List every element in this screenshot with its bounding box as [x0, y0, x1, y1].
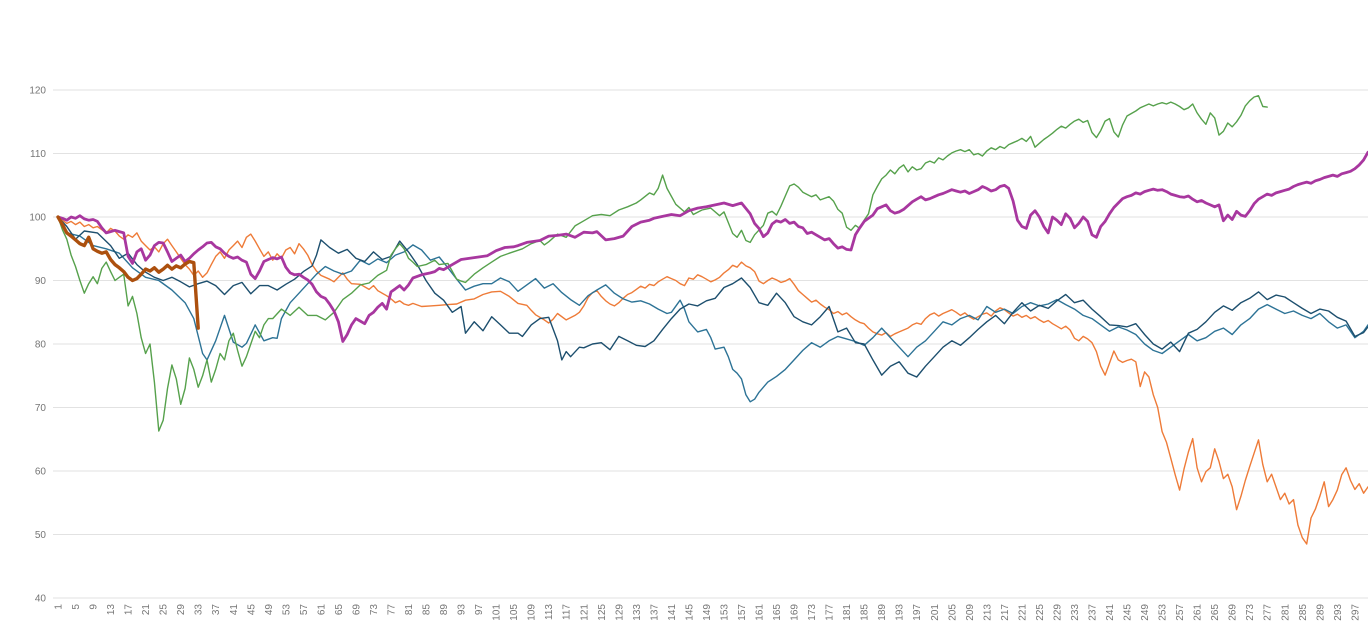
- x-axis-tick-label: 9: [89, 604, 100, 610]
- x-axis-tick-label: 133: [632, 604, 643, 621]
- x-axis-tick-label: 149: [702, 604, 713, 621]
- series-line-orange-series: [57, 216, 1368, 545]
- x-axis-tick-label: 157: [737, 604, 748, 621]
- x-axis-tick-label: 73: [369, 604, 380, 616]
- x-axis-tick-label: 69: [351, 604, 362, 616]
- x-axis-tick-label: 53: [281, 604, 292, 616]
- x-axis-tick-label: 265: [1210, 604, 1221, 621]
- x-axis-tick-label: 65: [334, 604, 345, 616]
- x-axis-tick-label: 165: [772, 604, 783, 621]
- x-axis-tick-label: 161: [755, 604, 766, 621]
- y-axis-tick-label: 60: [35, 467, 47, 478]
- x-axis-tick-label: 197: [912, 604, 923, 621]
- x-axis-tick-label: 289: [1315, 604, 1326, 621]
- x-axis-tick-label: 177: [825, 604, 836, 621]
- x-axis-tick-label: 221: [1017, 604, 1028, 621]
- y-axis-tick-label: 70: [35, 403, 47, 414]
- series-line-brown-series: [56, 215, 200, 330]
- x-axis-tick-label: 261: [1193, 604, 1204, 621]
- x-axis-tick-label: 85: [422, 604, 433, 616]
- x-axis-tick-label: 173: [807, 604, 818, 621]
- x-axis-tick-label: 193: [895, 604, 906, 621]
- x-axis-tick-label: 249: [1140, 604, 1151, 621]
- y-axis-tick-label: 90: [35, 276, 47, 287]
- x-axis-tick-label: 117: [562, 604, 573, 620]
- x-axis-tick-label: 189: [877, 604, 888, 621]
- x-axis-tick-label: 45: [246, 604, 257, 616]
- x-axis-tick-label: 293: [1333, 604, 1344, 621]
- x-axis-tick-label: 153: [719, 604, 730, 621]
- x-axis-tick-label: 225: [1035, 604, 1046, 621]
- x-axis-tick-label: 17: [124, 604, 135, 616]
- x-axis-tick-label: 81: [404, 604, 415, 616]
- x-axis-tick-label: 241: [1105, 604, 1116, 621]
- x-axis-tick-label: 273: [1245, 604, 1256, 621]
- x-axis-tick-label: 5: [71, 604, 82, 610]
- x-axis-tick-label: 25: [159, 604, 170, 616]
- x-axis-tick-label: 229: [1052, 604, 1063, 621]
- x-axis-tick-label: 97: [474, 604, 485, 616]
- x-axis-tick-label: 37: [211, 604, 222, 616]
- x-axis-tick-label: 233: [1070, 604, 1081, 621]
- x-axis-tick-label: 269: [1228, 604, 1239, 621]
- x-axis-tick-label: 237: [1087, 604, 1098, 621]
- y-axis-tick-label: 120: [29, 86, 46, 97]
- x-axis-tick-label: 125: [597, 604, 608, 621]
- x-axis-tick-label: 41: [229, 604, 240, 616]
- x-axis-tick-label: 21: [141, 604, 152, 616]
- x-axis-tick-label: 137: [649, 604, 660, 621]
- x-axis-tick-label: 49: [264, 604, 275, 616]
- x-axis-tick-label: 185: [860, 604, 871, 621]
- x-axis-tick-label: 121: [579, 604, 590, 621]
- x-axis-tick-label: 277: [1263, 604, 1274, 621]
- series-line-magenta-series: [56, 150, 1368, 343]
- y-axis-tick-label: 110: [30, 149, 46, 160]
- x-axis-tick-label: 253: [1158, 604, 1169, 621]
- y-axis-tick-label: 50: [35, 530, 47, 541]
- x-axis-tick-label: 145: [684, 604, 695, 621]
- x-axis-tick-label: 61: [316, 604, 327, 616]
- x-axis-tick-label: 285: [1298, 604, 1309, 621]
- y-axis-tick-label: 40: [35, 594, 47, 605]
- x-axis-tick-label: 297: [1350, 604, 1361, 621]
- x-axis-tick-label: 141: [667, 604, 678, 621]
- x-axis-tick-label: 213: [982, 604, 993, 621]
- x-axis-tick-label: 129: [614, 604, 625, 621]
- x-axis-tick-label: 109: [527, 604, 538, 621]
- x-axis-tick-label: 57: [299, 604, 310, 616]
- x-axis-tick-label: 101: [492, 604, 503, 621]
- x-axis-tick-label: 105: [509, 604, 520, 621]
- series-line-green-series: [57, 94, 1268, 432]
- x-axis-tick-label: 201: [930, 604, 941, 621]
- x-axis-tick-label: 33: [194, 604, 205, 616]
- x-axis-tick-label: 13: [106, 604, 117, 616]
- x-axis-tick-label: 1: [54, 604, 65, 610]
- x-axis-tick-label: 77: [386, 604, 397, 616]
- x-axis-tick-label: 29: [176, 604, 187, 616]
- x-axis-tick-label: 245: [1123, 604, 1134, 621]
- x-axis-tick-label: 257: [1175, 604, 1186, 621]
- y-axis-tick-label: 100: [29, 213, 46, 224]
- x-axis-tick-label: 181: [842, 604, 853, 621]
- y-axis-tick-label: 80: [35, 340, 47, 351]
- x-axis-tick-label: 209: [965, 604, 976, 621]
- x-axis-tick-label: 205: [947, 604, 958, 621]
- series-line-steel-blue-series: [57, 216, 1368, 403]
- x-axis-tick-label: 217: [1000, 604, 1011, 621]
- x-axis-tick-label: 113: [544, 604, 555, 620]
- x-axis-tick-label: 93: [457, 604, 468, 616]
- x-axis-tick-label: 89: [439, 604, 450, 616]
- series-line-navy-series: [57, 216, 1368, 378]
- x-axis-tick-label: 169: [790, 604, 801, 621]
- x-axis-tick-label: 281: [1280, 604, 1291, 621]
